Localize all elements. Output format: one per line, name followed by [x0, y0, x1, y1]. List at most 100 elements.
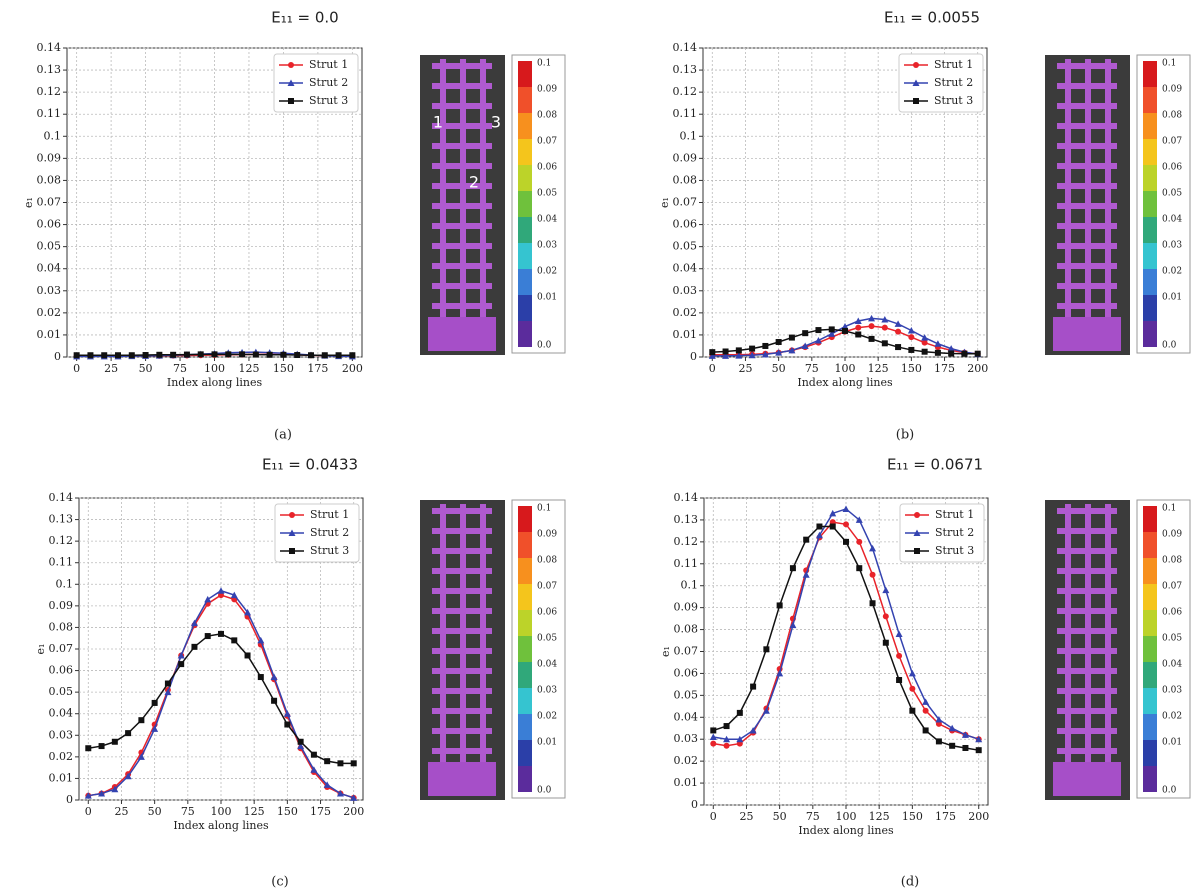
legend-label: Strut 3: [934, 94, 973, 107]
marker: [975, 735, 983, 743]
marker: [749, 345, 756, 352]
marker: [815, 327, 822, 334]
y-axis-label: e₁: [22, 197, 35, 208]
x-tick-label: 100: [835, 362, 856, 375]
marker: [190, 619, 198, 627]
colorbar-segment: [518, 243, 532, 269]
y-tick-label: 0.06: [674, 666, 699, 679]
y-tick-label: 0.05: [37, 240, 62, 253]
marker: [336, 790, 344, 797]
marker: [183, 351, 190, 358]
colorbar-segment: [1143, 558, 1157, 584]
y-axis-label: e₁: [658, 197, 671, 208]
marker: [895, 630, 903, 637]
marker: [307, 352, 314, 359]
colorbar-label: 0.07: [1162, 582, 1182, 592]
lattice-column: [460, 504, 466, 764]
marker: [869, 600, 876, 607]
marker: [736, 709, 743, 716]
marker: [843, 538, 849, 545]
colorbar-label: 0.0: [1162, 341, 1177, 351]
y-tick-label: 0.01: [49, 771, 74, 784]
marker: [909, 707, 916, 714]
x-tick-label: 25: [114, 805, 128, 818]
marker: [907, 327, 915, 334]
x-tick-label: 100: [836, 810, 857, 823]
x-tick-label: 75: [181, 805, 195, 818]
marker: [921, 339, 928, 346]
caption: (a): [274, 428, 292, 443]
chart-title: E₁₁ = 0.0: [271, 9, 338, 27]
marker: [788, 334, 795, 341]
marker: [191, 643, 198, 650]
colorbar-segment: [1143, 506, 1157, 532]
lattice-column: [1105, 504, 1111, 764]
lattice-column: [1105, 59, 1111, 319]
lattice-column: [1085, 504, 1091, 764]
marker: [280, 351, 287, 358]
marker: [748, 351, 756, 359]
image-label: 1: [433, 113, 443, 132]
x-tick-label: 125: [868, 362, 889, 375]
legend-label: Strut 2: [309, 76, 348, 89]
marker: [762, 342, 769, 349]
x-tick-label: 50: [148, 805, 162, 818]
marker: [735, 352, 743, 359]
colorbar-segment: [1143, 113, 1157, 139]
x-tick-label: 175: [310, 805, 331, 818]
colorbar-label: 0.05: [537, 189, 557, 199]
colorbar-segment: [1143, 139, 1157, 165]
colorbar-label: 0.06: [537, 608, 557, 618]
colorbar-label: 0.02: [1162, 712, 1182, 722]
legend-label: Strut 1: [309, 58, 348, 71]
colorbar-label: 0.09: [537, 530, 557, 540]
y-tick-label: 0.12: [674, 535, 699, 548]
marker: [855, 324, 862, 331]
colorbar-label: 0.1: [537, 504, 551, 514]
x-tick-label: 25: [738, 362, 752, 375]
colorbar-segment: [518, 217, 532, 243]
marker: [961, 350, 968, 357]
legend-label: Strut 3: [935, 544, 974, 557]
colorbar-segment: [518, 558, 532, 584]
x-tick-label: 0: [710, 810, 717, 823]
marker: [211, 351, 218, 358]
marker: [749, 726, 757, 734]
marker: [257, 636, 265, 644]
y-tick-label: 0.11: [674, 557, 699, 570]
marker: [244, 608, 252, 616]
marker: [843, 521, 849, 528]
colorbar-segment: [518, 688, 532, 714]
legend-marker: [914, 512, 920, 518]
marker: [856, 538, 863, 545]
colorbar-segment: [1143, 217, 1157, 243]
colorbar-label: 0.03: [1162, 241, 1182, 251]
marker: [350, 794, 358, 801]
x-tick-label: 200: [342, 362, 363, 375]
marker: [101, 352, 108, 359]
legend-marker: [289, 512, 295, 518]
marker: [87, 352, 94, 359]
marker: [321, 352, 328, 359]
colorbar-label: 0.08: [537, 111, 557, 121]
marker: [802, 330, 809, 337]
colorbar-segment: [1143, 191, 1157, 217]
marker: [284, 721, 291, 728]
y-tick-label: 0.14: [673, 41, 698, 54]
y-tick-label: 0.02: [49, 750, 74, 763]
colorbar-segment: [1143, 584, 1157, 610]
marker: [266, 351, 273, 358]
marker: [868, 335, 875, 342]
colorbar-segment: [1143, 636, 1157, 662]
marker: [111, 738, 118, 745]
caption: (b): [896, 428, 914, 443]
marker: [128, 352, 135, 359]
x-tick-label: 75: [805, 362, 819, 375]
y-tick-label: 0.07: [673, 196, 698, 209]
marker: [949, 742, 956, 749]
specimen-base: [1053, 762, 1121, 796]
colorbar-label: 0.1: [1162, 504, 1176, 514]
marker: [922, 707, 929, 714]
x-tick-label: 75: [173, 362, 187, 375]
